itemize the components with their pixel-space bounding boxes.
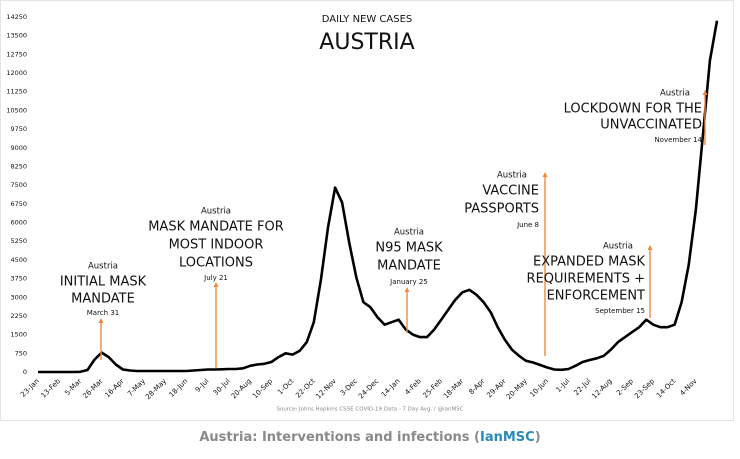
y-tick-label: 10500 xyxy=(6,106,27,114)
annotation-text: ENFORCEMENT xyxy=(547,289,645,304)
y-tick-label: 8250 xyxy=(10,162,27,170)
annotation-label: Austria xyxy=(603,242,633,252)
y-tick-label: 4500 xyxy=(10,256,27,264)
annotation-text: VACCINE xyxy=(482,184,539,199)
annotation-text: PASSPORTS xyxy=(464,202,539,217)
y-tick-label: 11250 xyxy=(6,88,27,96)
annotation-text: MOST INDOOR xyxy=(169,238,264,253)
y-tick-label: 2250 xyxy=(10,312,27,320)
y-tick-label: 9000 xyxy=(10,144,27,152)
arrow-head xyxy=(542,172,548,177)
annotation-label: Austria xyxy=(497,171,527,181)
annotation-label: Austria xyxy=(660,89,690,99)
annotation-label: Austria xyxy=(201,207,231,217)
annotation-date: November 14 xyxy=(654,136,702,144)
caption-end: ) xyxy=(534,430,541,445)
annotation-text: LOCKDOWN FOR THE xyxy=(564,102,702,117)
y-tick-label: 13500 xyxy=(6,32,27,40)
annotation-text: INITIAL MASK xyxy=(60,275,147,290)
y-tick-label: 6000 xyxy=(10,219,27,227)
arrow-head xyxy=(404,287,410,292)
y-tick-label: 3750 xyxy=(10,275,27,283)
annotation-text: MANDATE xyxy=(377,259,441,274)
y-tick-label: 12000 xyxy=(6,69,27,77)
annotation-date: March 31 xyxy=(87,309,119,317)
data-line xyxy=(38,20,719,374)
y-tick-label: 9750 xyxy=(10,125,27,133)
y-tick-label: 6750 xyxy=(10,200,27,208)
annotation-date: June 8 xyxy=(516,221,539,229)
annotation-text: LOCATIONS xyxy=(179,256,253,271)
chart-title: AUSTRIA xyxy=(319,30,414,55)
annotation-text: UNVACCINATED xyxy=(600,118,702,133)
chart: DAILY NEW CASES AUSTRIA Source: Johns Ho… xyxy=(0,0,734,421)
annotation-text: N95 MASK xyxy=(375,241,443,256)
chart-subtitle: DAILY NEW CASES xyxy=(322,14,413,25)
arrow-head xyxy=(702,90,708,95)
annotation-text: EXPANDED MASK xyxy=(533,255,645,270)
arrow-head xyxy=(213,282,219,287)
y-tick-label: 0 xyxy=(23,368,27,376)
y-tick-label: 5250 xyxy=(10,237,27,245)
source-note: Source: Johns Hopkins CSSE COVID-19 Data… xyxy=(276,407,463,413)
annotation-label: Austria xyxy=(88,262,118,272)
annotation-label: Austria xyxy=(394,228,424,238)
annotation-text: MASK MANDATE FOR xyxy=(148,220,284,235)
y-tick-label: 1500 xyxy=(10,331,27,339)
y-tick-label: 750 xyxy=(15,349,27,357)
y-tick-label: 3000 xyxy=(10,293,27,301)
annotation-text: REQUIREMENTS + xyxy=(527,272,645,287)
y-tick-label: 14250 xyxy=(6,13,27,21)
annotation-date: July 21 xyxy=(203,274,228,282)
annotation-date: September 15 xyxy=(595,307,645,315)
y-tick-label: 12750 xyxy=(6,50,27,58)
caption-text: Austria: Interventions and infections ( xyxy=(199,430,480,445)
caption-link[interactable]: IanMSC xyxy=(479,430,535,445)
annotation-text: MANDATE xyxy=(71,292,135,307)
y-tick-label: 7500 xyxy=(10,181,27,189)
arrow-head xyxy=(98,318,104,323)
caption: Austria: Interventions and infections (I… xyxy=(0,430,740,445)
arrow-head xyxy=(647,245,653,250)
annotation-date: January 25 xyxy=(389,278,428,286)
